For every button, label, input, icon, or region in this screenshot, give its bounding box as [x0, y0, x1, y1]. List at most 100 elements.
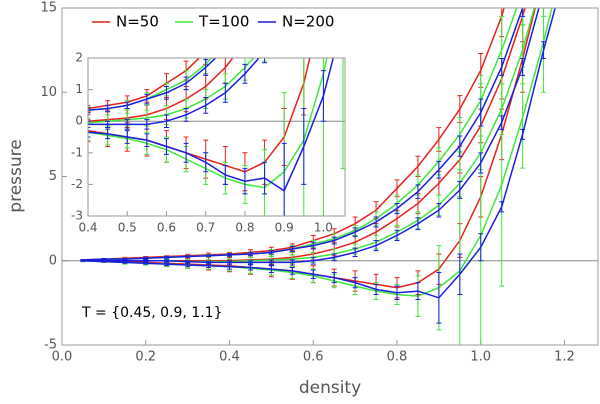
- error-bar: [206, 263, 212, 268]
- error-bar: [242, 58, 248, 59]
- error-bar: [436, 202, 442, 218]
- y-tick-label: 0: [75, 114, 83, 128]
- error-bar: [203, 152, 209, 173]
- error-bar: [457, 181, 463, 199]
- error-bar: [262, 58, 268, 62]
- error-bar: [227, 263, 232, 270]
- error-bar: [46, 126, 51, 132]
- x-tick-label: 0.4: [78, 221, 97, 235]
- error-bar: [144, 93, 150, 105]
- error-bar: [163, 138, 169, 155]
- error-bar: [436, 160, 442, 179]
- error-bar: [7, 120, 12, 123]
- error-bar: [415, 155, 421, 177]
- error-bar: [144, 119, 150, 130]
- error-bar: [88, 106, 91, 114]
- error-bar: [203, 97, 209, 114]
- error-bar: [164, 259, 170, 263]
- series-line: [82, 8, 524, 261]
- error-bar: [242, 168, 248, 195]
- x-tick-label: 0.6: [157, 221, 176, 235]
- error-bar: [27, 120, 32, 133]
- error-bar: [541, 8, 547, 9]
- error-bar: [66, 107, 71, 113]
- error-bar: [105, 128, 111, 140]
- frame: [61, 7, 599, 346]
- error-bar: [203, 59, 209, 76]
- error-bar: [499, 201, 505, 213]
- y-tick-label: -3: [71, 209, 83, 223]
- error-bar: [268, 250, 274, 255]
- error-bar: [46, 112, 51, 115]
- x-tick-label: 1.0: [314, 221, 333, 235]
- error-bar: [164, 262, 170, 266]
- error-bar: [242, 0, 247, 1]
- error-bar: [105, 120, 111, 129]
- x-tick-label: 0.5: [118, 221, 137, 235]
- error-bar: [66, 120, 71, 139]
- y-tick-label: -2: [71, 177, 83, 191]
- legend-label: N=200: [282, 13, 334, 31]
- error-bar: [183, 142, 189, 163]
- error-bar: [206, 254, 212, 258]
- x-tick-label: 0.8: [387, 350, 408, 365]
- error-bar: [394, 229, 400, 242]
- series-line: [82, 8, 556, 299]
- error-bar: [394, 179, 400, 198]
- x-tick-label: 0.4: [219, 350, 240, 365]
- error-bar: [331, 272, 337, 284]
- error-bar: [499, 58, 505, 76]
- error-bar: [66, 124, 71, 137]
- error-bar: [122, 258, 128, 261]
- error-bar: [66, 128, 71, 134]
- error-bar: [105, 104, 111, 113]
- series-line: [88, 58, 213, 111]
- series-line: [82, 8, 505, 261]
- error-bar: [7, 120, 12, 123]
- error-bar: [185, 255, 191, 258]
- x-tick-label: 0.6: [303, 350, 324, 365]
- error-bar: [66, 110, 71, 113]
- error-bar: [262, 0, 267, 4]
- error-bar: [185, 262, 191, 268]
- y-tick-label: 5: [49, 169, 57, 184]
- error-bar: [478, 233, 484, 262]
- error-bar: [7, 118, 12, 124]
- error-bar: [27, 123, 32, 132]
- error-bar: [478, 152, 484, 174]
- error-bar: [7, 124, 12, 127]
- x-tick-label: 1.2: [554, 350, 575, 365]
- error-bar: [541, 41, 547, 60]
- error-bar: [7, 115, 12, 118]
- error-bar: [415, 184, 421, 199]
- error-bar: [144, 133, 150, 147]
- error-bar: [222, 164, 228, 185]
- error-bar: [373, 283, 379, 295]
- error-bar: [185, 260, 191, 263]
- error-bar: [262, 0, 267, 33]
- error-bar: [394, 285, 400, 301]
- error-bar: [183, 108, 189, 122]
- error-bar: [46, 112, 51, 115]
- error-bar: [124, 130, 130, 144]
- error-bar: [478, 98, 484, 127]
- error-bar: [46, 116, 51, 125]
- error-bar: [27, 118, 32, 124]
- error-bar: [143, 259, 149, 263]
- plot-area: [80, 8, 567, 345]
- x-tick-label: 0.7: [196, 221, 215, 235]
- y-tick-label: 1: [75, 82, 83, 96]
- error-bar: [27, 113, 32, 116]
- error-bar: [310, 256, 316, 265]
- error-bar: [46, 123, 51, 136]
- error-bar: [88, 119, 91, 143]
- error-bar: [436, 272, 442, 324]
- legend-label: T=100: [198, 13, 249, 31]
- error-bar: [66, 120, 71, 126]
- error-bar: [331, 236, 337, 245]
- x-tick-label: 0.8: [235, 221, 254, 235]
- error-bar: [101, 260, 107, 263]
- error-bar: [66, 109, 71, 114]
- error-bar: [46, 109, 51, 114]
- error-bar: [124, 119, 130, 130]
